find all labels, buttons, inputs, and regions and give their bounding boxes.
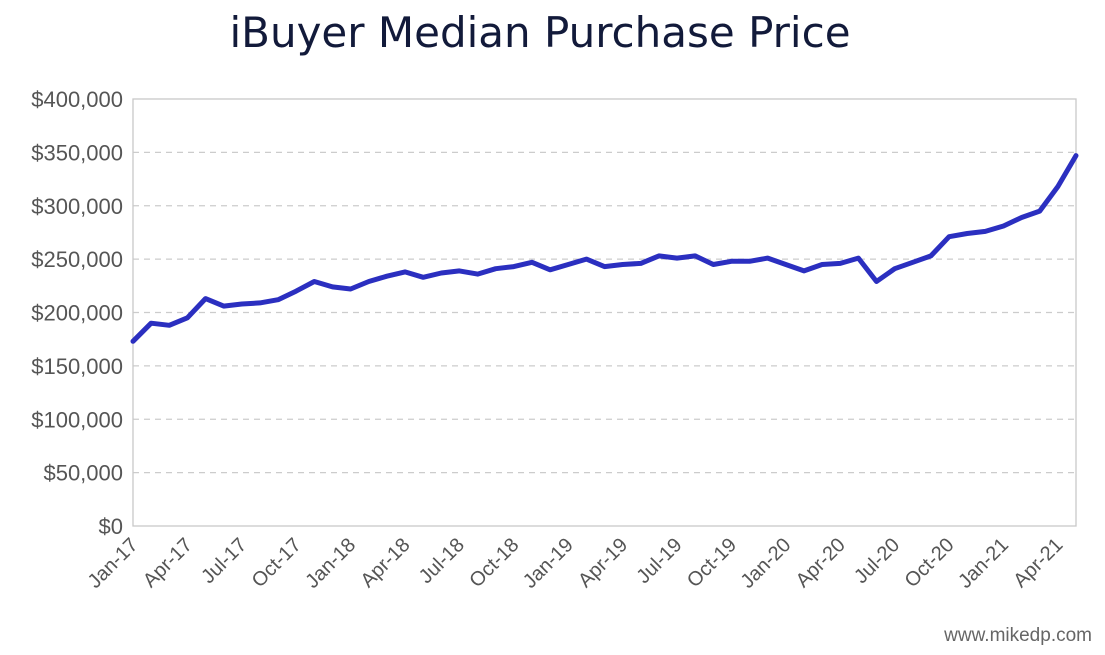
x-tick-label: Oct-19	[683, 534, 741, 592]
x-tick-label: Oct-18	[465, 534, 523, 592]
series-line	[130, 153, 1079, 344]
x-tick-label: Apr-21	[1009, 534, 1067, 592]
series-layer	[130, 153, 1079, 344]
chart-title: iBuyer Median Purchase Price	[229, 8, 851, 57]
y-tick-label: $300,000	[31, 194, 123, 219]
x-tick-label: Apr-20	[792, 534, 850, 592]
x-tick-label: Apr-19	[574, 534, 632, 592]
y-tick-label: $200,000	[31, 301, 123, 326]
x-tick-label: Jul-18	[415, 534, 469, 588]
x-tick-label: Jul-17	[197, 534, 251, 588]
x-tick-label: Jul-20	[850, 534, 904, 588]
plot-frame	[132, 98, 1077, 527]
x-tick-label: Jan-21	[954, 534, 1013, 593]
y-axis-ticks: $0 $50,000 $100,000 $150,000 $200,000 $250,00…	[31, 87, 123, 539]
y-tick-label: $400,000	[31, 87, 123, 112]
x-tick-label: Apr-17	[139, 534, 197, 592]
x-tick-label: Jul-19	[632, 534, 686, 588]
y-tick-label: $50,000	[43, 461, 123, 486]
y-tick-label: $100,000	[31, 407, 123, 432]
x-tick-label: Oct-20	[901, 534, 959, 592]
x-tick-label: Jan-17	[84, 534, 143, 593]
y-tick-label: $0	[99, 514, 123, 539]
x-tick-label: Apr-18	[357, 534, 415, 592]
watermark: www.mikedp.com	[944, 625, 1092, 646]
x-tick-label: Jan-19	[519, 534, 578, 593]
x-tick-label: Jan-20	[737, 534, 796, 593]
grid-lines	[132, 98, 1077, 527]
y-tick-label: $250,000	[31, 247, 123, 272]
y-tick-label: $350,000	[31, 140, 123, 165]
x-tick-label: Oct-17	[248, 534, 306, 592]
x-tick-label: Jan-18	[301, 534, 360, 593]
y-tick-label: $150,000	[31, 354, 123, 379]
